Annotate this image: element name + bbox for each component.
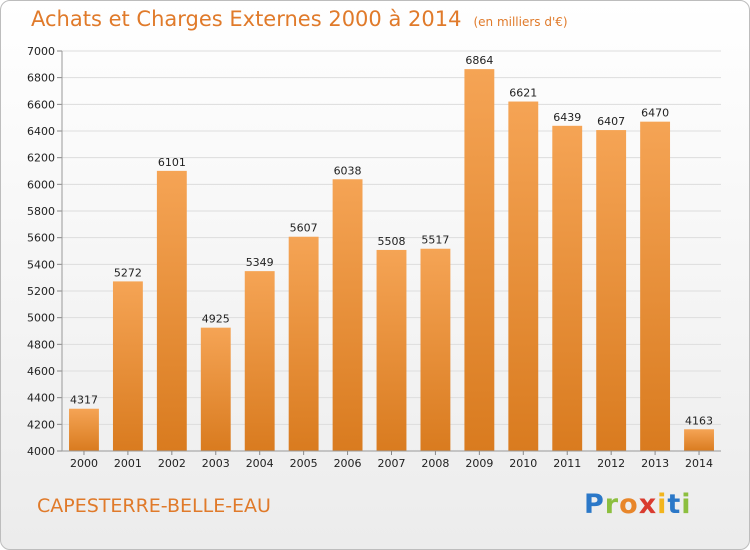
bar bbox=[112, 281, 143, 451]
x-tick-label: 2012 bbox=[597, 457, 625, 470]
chart-subtitle: (en milliers d'€) bbox=[473, 15, 568, 29]
x-tick-label: 2000 bbox=[70, 457, 98, 470]
bar bbox=[508, 101, 539, 452]
bar bbox=[244, 271, 275, 451]
x-tick-label: 2009 bbox=[465, 457, 493, 470]
y-tick-label: 6200 bbox=[27, 152, 55, 165]
bar-value-label: 6864 bbox=[465, 54, 493, 67]
y-tick-label: 5800 bbox=[27, 205, 55, 218]
value-labels: 4317 5272 6101 4925 5349 5607 6038 5508 5517 6864… bbox=[70, 54, 713, 427]
bar-value-label: 6407 bbox=[597, 115, 625, 128]
y-tick-label: 5000 bbox=[27, 312, 55, 325]
bar bbox=[200, 327, 231, 451]
bar bbox=[464, 69, 495, 451]
bar-value-label: 5349 bbox=[246, 256, 274, 269]
y-tick-label: 4200 bbox=[27, 418, 55, 431]
y-tick-label: 4000 bbox=[27, 445, 55, 458]
bar-value-label: 6038 bbox=[334, 164, 362, 177]
y-tick-label: 4800 bbox=[27, 338, 55, 351]
axes: 4000 4200 4400 4600 4800 5000 5200 5400 5600 5800… bbox=[27, 45, 721, 470]
bar-value-label: 5272 bbox=[114, 266, 142, 279]
x-tick-label: 2006 bbox=[334, 457, 362, 470]
y-tick-label: 5400 bbox=[27, 258, 55, 271]
bar-value-label: 6470 bbox=[641, 107, 669, 120]
bar bbox=[69, 408, 99, 451]
x-tick-label: 2002 bbox=[158, 457, 186, 470]
chart-title-row: Achats et Charges Externes 2000 à 2014 (e… bbox=[31, 7, 568, 31]
y-tick-label: 6000 bbox=[27, 178, 55, 191]
bar bbox=[376, 249, 407, 451]
bar-value-label: 4163 bbox=[685, 414, 713, 427]
x-tick-label: 2013 bbox=[641, 457, 669, 470]
bar bbox=[684, 429, 714, 451]
bar-value-label: 5517 bbox=[421, 234, 449, 247]
bar bbox=[596, 130, 627, 452]
bar-value-label: 5508 bbox=[378, 235, 406, 248]
bar bbox=[288, 236, 319, 451]
bars bbox=[69, 69, 714, 452]
x-tick-label: 2001 bbox=[114, 457, 142, 470]
bar bbox=[640, 121, 671, 452]
bar-value-label: 4317 bbox=[70, 394, 98, 407]
logo-letter: t bbox=[667, 489, 682, 520]
y-tick-label: 5600 bbox=[27, 232, 55, 245]
x-tick-label: 2004 bbox=[246, 457, 274, 470]
logo-letter: r bbox=[604, 489, 620, 520]
logo-letter: i bbox=[681, 489, 692, 520]
y-tick-label: 5200 bbox=[27, 285, 55, 298]
bar bbox=[332, 179, 363, 451]
y-tick-label: 4600 bbox=[27, 365, 55, 378]
chart-title: Achats et Charges Externes 2000 à 2014 bbox=[31, 7, 462, 31]
y-tick-label: 6600 bbox=[27, 98, 55, 111]
bar bbox=[552, 125, 583, 452]
bar-value-label: 6439 bbox=[553, 111, 581, 124]
bar bbox=[420, 248, 451, 451]
x-tick-label: 2010 bbox=[509, 457, 537, 470]
logo-letter: P bbox=[584, 489, 605, 520]
y-tick-label: 6400 bbox=[27, 125, 55, 138]
x-tick-label: 2008 bbox=[421, 457, 449, 470]
x-tick-label: 2014 bbox=[685, 457, 713, 470]
bar-value-label: 5607 bbox=[290, 222, 318, 235]
y-tick-label: 4400 bbox=[27, 392, 55, 405]
bar-value-label: 4925 bbox=[202, 313, 230, 326]
bar bbox=[156, 170, 187, 451]
y-tick-label: 6800 bbox=[27, 72, 55, 85]
logo-letter: o bbox=[619, 489, 639, 520]
x-tick-label: 2003 bbox=[202, 457, 230, 470]
bar-value-label: 6621 bbox=[509, 87, 537, 100]
logo-letter: i bbox=[657, 489, 668, 520]
x-tick-label: 2011 bbox=[553, 457, 581, 470]
y-tick-label: 7000 bbox=[27, 45, 55, 58]
x-tick-label: 2005 bbox=[290, 457, 318, 470]
proxiti-logo[interactable]: Proxiti bbox=[584, 489, 692, 520]
place-name: CAPESTERRE-BELLE-EAU bbox=[37, 495, 271, 517]
logo-letter: x bbox=[638, 489, 658, 520]
bar-value-label: 6101 bbox=[158, 156, 186, 169]
x-tick-label: 2007 bbox=[378, 457, 406, 470]
